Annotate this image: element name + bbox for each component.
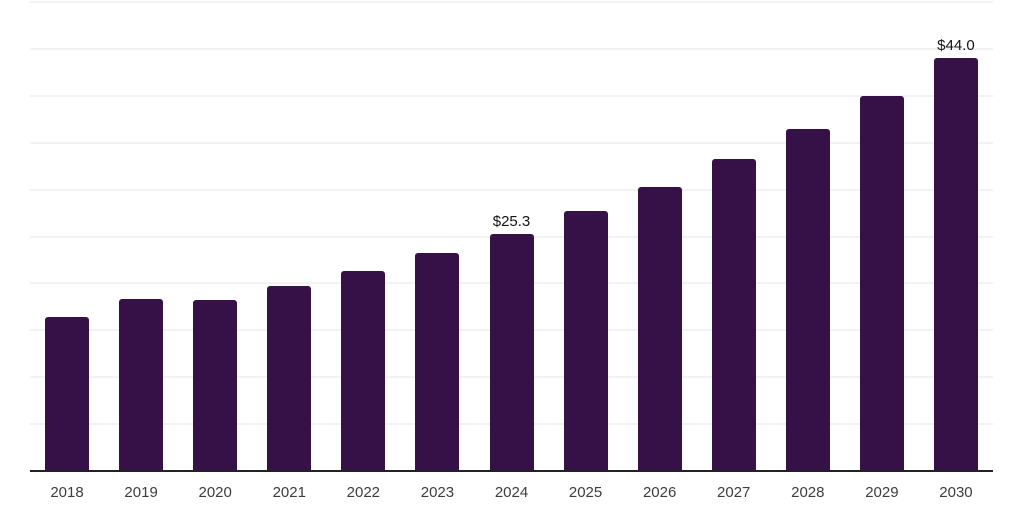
bar-2028 <box>785 128 830 471</box>
x-tick-label-2026: 2026 <box>642 484 677 501</box>
bar-2025 <box>563 211 608 471</box>
x-tick-label-2018: 2018 <box>50 484 84 501</box>
x-tick-label-2020: 2020 <box>198 484 232 501</box>
bar-value-label: $25.3 <box>492 212 531 230</box>
gridline <box>30 1 993 3</box>
x-tick-label-2030: 2030 <box>939 484 973 501</box>
plot-area: $25.3 $44.0 <box>30 0 993 471</box>
gridline <box>30 141 993 144</box>
x-axis-line <box>30 470 993 472</box>
bar-2027 <box>711 158 756 471</box>
bar-value-label: $44.0 <box>937 37 975 55</box>
gridline <box>30 94 993 97</box>
x-tick-label-2021: 2021 <box>272 484 306 501</box>
bar-2030: $44.0 <box>933 38 978 471</box>
bar-2024: $25.3 <box>489 214 534 471</box>
bar-2018 <box>45 317 90 471</box>
x-tick-label-2019: 2019 <box>124 484 158 501</box>
x-tick-label-2027: 2027 <box>717 484 751 501</box>
gridline <box>30 188 993 191</box>
x-tick-label-2023: 2023 <box>420 484 455 501</box>
x-tick-label-2028: 2028 <box>791 484 825 501</box>
bar-2029 <box>859 95 904 471</box>
x-tick-label-2022: 2022 <box>346 484 381 501</box>
bar-2020 <box>193 300 238 471</box>
x-tick-label-2029: 2029 <box>865 484 899 501</box>
x-tick-label-2024: 2024 <box>494 484 529 501</box>
bar-2023 <box>415 253 460 471</box>
bar-2022 <box>341 271 386 471</box>
bar-2019 <box>119 299 164 471</box>
bar-2021 <box>267 286 312 471</box>
gridline <box>30 47 993 50</box>
bar-2026 <box>637 186 682 471</box>
x-tick-label-2025: 2025 <box>568 484 603 501</box>
